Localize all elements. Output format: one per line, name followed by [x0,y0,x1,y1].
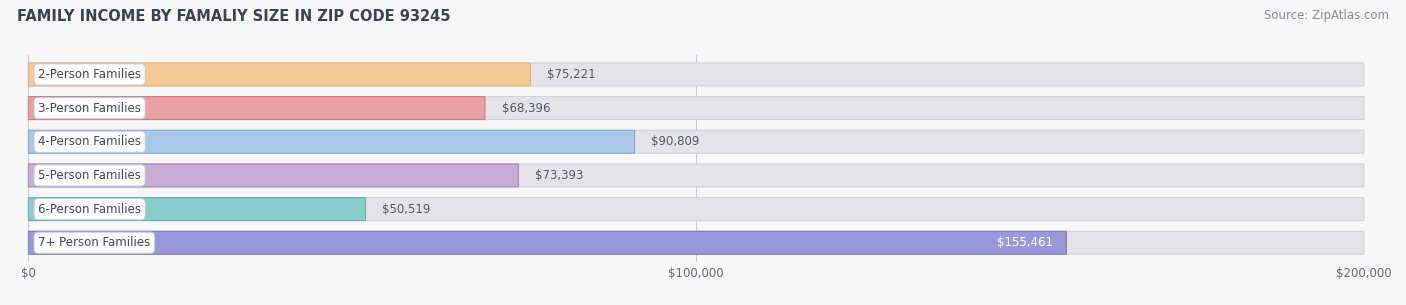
Text: 5-Person Families: 5-Person Families [38,169,141,182]
FancyBboxPatch shape [28,164,1364,187]
FancyBboxPatch shape [28,130,634,153]
FancyBboxPatch shape [28,198,366,221]
Text: 6-Person Families: 6-Person Families [38,203,141,216]
Text: $50,519: $50,519 [382,203,430,216]
FancyBboxPatch shape [28,97,1364,120]
Text: $68,396: $68,396 [502,102,550,115]
FancyBboxPatch shape [28,231,1364,254]
FancyBboxPatch shape [28,130,1364,153]
FancyBboxPatch shape [28,198,1364,221]
FancyBboxPatch shape [28,231,1066,254]
Text: 7+ Person Families: 7+ Person Families [38,236,150,249]
Text: 3-Person Families: 3-Person Families [38,102,141,115]
FancyBboxPatch shape [28,97,485,120]
FancyBboxPatch shape [28,63,530,86]
Text: 2-Person Families: 2-Person Families [38,68,141,81]
FancyBboxPatch shape [28,63,1364,86]
Text: $75,221: $75,221 [547,68,596,81]
Text: $73,393: $73,393 [534,169,583,182]
Text: FAMILY INCOME BY FAMALIY SIZE IN ZIP CODE 93245: FAMILY INCOME BY FAMALIY SIZE IN ZIP COD… [17,9,450,24]
Text: 4-Person Families: 4-Person Families [38,135,141,148]
Text: $90,809: $90,809 [651,135,700,148]
FancyBboxPatch shape [28,164,519,187]
Text: Source: ZipAtlas.com: Source: ZipAtlas.com [1264,9,1389,22]
Text: $155,461: $155,461 [997,236,1053,249]
